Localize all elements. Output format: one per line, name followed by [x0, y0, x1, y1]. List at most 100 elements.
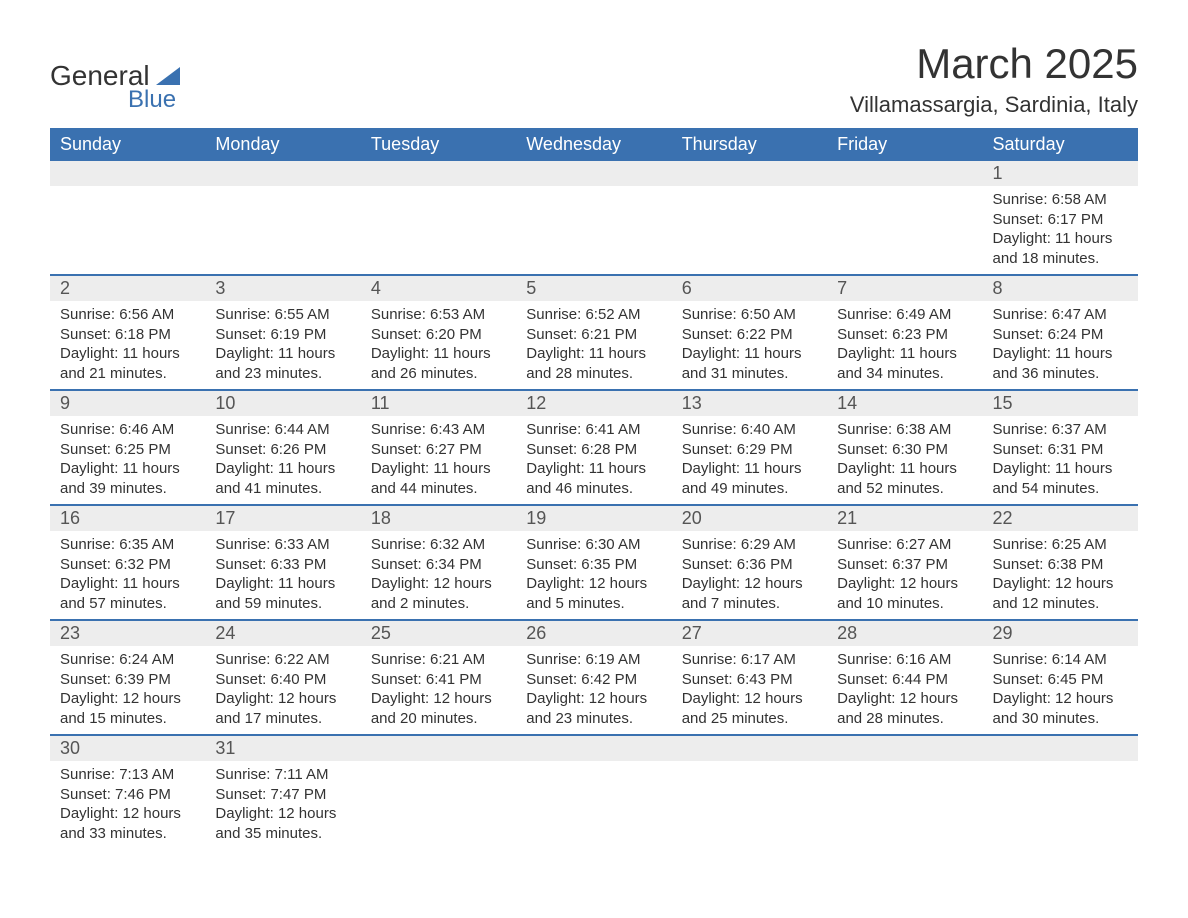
- sunrise-text: Sunrise: 6:46 AM: [60, 420, 195, 440]
- calendar-body: 1Sunrise: 6:58 AMSunset: 6:17 PMDaylight…: [50, 161, 1138, 849]
- day-number: 25: [361, 621, 516, 646]
- calendar-day-cell: [672, 735, 827, 849]
- sunset-text: Sunset: 6:42 PM: [526, 670, 661, 690]
- sunset-text: Sunset: 6:29 PM: [682, 440, 817, 460]
- daylight-text: Daylight: 12 hours: [215, 804, 350, 824]
- logo: General Blue: [50, 60, 180, 114]
- daylight-text-2: and 23 minutes.: [526, 709, 661, 729]
- calendar-day-cell: 25Sunrise: 6:21 AMSunset: 6:41 PMDayligh…: [361, 620, 516, 735]
- daylight-text-2: and 5 minutes.: [526, 594, 661, 614]
- calendar-day-cell: 3Sunrise: 6:55 AMSunset: 6:19 PMDaylight…: [205, 275, 360, 390]
- calendar-day-cell: [361, 735, 516, 849]
- day-content: [516, 186, 671, 256]
- day-number: 18: [361, 506, 516, 531]
- calendar-day-cell: 6Sunrise: 6:50 AMSunset: 6:22 PMDaylight…: [672, 275, 827, 390]
- daylight-text: Daylight: 11 hours: [215, 344, 350, 364]
- day-number: 23: [50, 621, 205, 646]
- day-number: 6: [672, 276, 827, 301]
- daylight-text: Daylight: 11 hours: [682, 344, 817, 364]
- day-number: 22: [983, 506, 1138, 531]
- daylight-text-2: and 39 minutes.: [60, 479, 195, 499]
- day-number: 7: [827, 276, 982, 301]
- header-row: General Blue March 2025 Villamassargia, …: [50, 40, 1138, 118]
- sunset-text: Sunset: 6:26 PM: [215, 440, 350, 460]
- calendar-day-cell: [516, 735, 671, 849]
- calendar-day-cell: 9Sunrise: 6:46 AMSunset: 6:25 PMDaylight…: [50, 390, 205, 505]
- logo-text-blue: Blue: [128, 86, 180, 114]
- weekday-header: Sunday: [50, 128, 205, 161]
- daylight-text: Daylight: 12 hours: [60, 689, 195, 709]
- calendar-day-cell: 2Sunrise: 6:56 AMSunset: 6:18 PMDaylight…: [50, 275, 205, 390]
- calendar-day-cell: 20Sunrise: 6:29 AMSunset: 6:36 PMDayligh…: [672, 505, 827, 620]
- daylight-text-2: and 30 minutes.: [993, 709, 1128, 729]
- day-content: Sunrise: 6:43 AMSunset: 6:27 PMDaylight:…: [361, 416, 516, 504]
- calendar-day-cell: 8Sunrise: 6:47 AMSunset: 6:24 PMDaylight…: [983, 275, 1138, 390]
- daylight-text-2: and 59 minutes.: [215, 594, 350, 614]
- sunset-text: Sunset: 6:43 PM: [682, 670, 817, 690]
- calendar-day-cell: 14Sunrise: 6:38 AMSunset: 6:30 PMDayligh…: [827, 390, 982, 505]
- day-content: Sunrise: 6:46 AMSunset: 6:25 PMDaylight:…: [50, 416, 205, 504]
- calendar-day-cell: [361, 161, 516, 275]
- sunrise-text: Sunrise: 6:43 AM: [371, 420, 506, 440]
- day-content: Sunrise: 7:13 AMSunset: 7:46 PMDaylight:…: [50, 761, 205, 849]
- sunrise-text: Sunrise: 6:30 AM: [526, 535, 661, 555]
- day-content: Sunrise: 6:55 AMSunset: 6:19 PMDaylight:…: [205, 301, 360, 389]
- day-content: Sunrise: 6:44 AMSunset: 6:26 PMDaylight:…: [205, 416, 360, 504]
- sunset-text: Sunset: 6:35 PM: [526, 555, 661, 575]
- day-number: 31: [205, 736, 360, 761]
- calendar-day-cell: [205, 161, 360, 275]
- daylight-text-2: and 36 minutes.: [993, 364, 1128, 384]
- day-content: Sunrise: 6:19 AMSunset: 6:42 PMDaylight:…: [516, 646, 671, 734]
- weekday-header: Saturday: [983, 128, 1138, 161]
- calendar-day-cell: 7Sunrise: 6:49 AMSunset: 6:23 PMDaylight…: [827, 275, 982, 390]
- sunrise-text: Sunrise: 6:52 AM: [526, 305, 661, 325]
- day-number: 28: [827, 621, 982, 646]
- sunrise-text: Sunrise: 6:32 AM: [371, 535, 506, 555]
- daylight-text: Daylight: 12 hours: [526, 574, 661, 594]
- sunrise-text: Sunrise: 6:16 AM: [837, 650, 972, 670]
- daylight-text-2: and 18 minutes.: [993, 249, 1128, 269]
- sunrise-text: Sunrise: 6:41 AM: [526, 420, 661, 440]
- day-number: [205, 161, 360, 186]
- day-number: 9: [50, 391, 205, 416]
- sunset-text: Sunset: 7:47 PM: [215, 785, 350, 805]
- day-content: [827, 761, 982, 831]
- calendar-day-cell: 29Sunrise: 6:14 AMSunset: 6:45 PMDayligh…: [983, 620, 1138, 735]
- day-content: Sunrise: 6:52 AMSunset: 6:21 PMDaylight:…: [516, 301, 671, 389]
- calendar-day-cell: 28Sunrise: 6:16 AMSunset: 6:44 PMDayligh…: [827, 620, 982, 735]
- daylight-text: Daylight: 12 hours: [837, 689, 972, 709]
- calendar-day-cell: 21Sunrise: 6:27 AMSunset: 6:37 PMDayligh…: [827, 505, 982, 620]
- calendar-week-row: 23Sunrise: 6:24 AMSunset: 6:39 PMDayligh…: [50, 620, 1138, 735]
- day-number: 16: [50, 506, 205, 531]
- day-content: Sunrise: 6:47 AMSunset: 6:24 PMDaylight:…: [983, 301, 1138, 389]
- sunrise-text: Sunrise: 6:21 AM: [371, 650, 506, 670]
- daylight-text-2: and 21 minutes.: [60, 364, 195, 384]
- sunrise-text: Sunrise: 6:56 AM: [60, 305, 195, 325]
- weekday-header: Monday: [205, 128, 360, 161]
- daylight-text-2: and 49 minutes.: [682, 479, 817, 499]
- day-number: 24: [205, 621, 360, 646]
- sunrise-text: Sunrise: 6:47 AM: [993, 305, 1128, 325]
- day-content: Sunrise: 6:50 AMSunset: 6:22 PMDaylight:…: [672, 301, 827, 389]
- weekday-header-row: SundayMondayTuesdayWednesdayThursdayFrid…: [50, 128, 1138, 161]
- day-number: 8: [983, 276, 1138, 301]
- day-content: [205, 186, 360, 256]
- daylight-text-2: and 41 minutes.: [215, 479, 350, 499]
- calendar-day-cell: 22Sunrise: 6:25 AMSunset: 6:38 PMDayligh…: [983, 505, 1138, 620]
- calendar-week-row: 30Sunrise: 7:13 AMSunset: 7:46 PMDayligh…: [50, 735, 1138, 849]
- calendar-day-cell: [827, 735, 982, 849]
- sunset-text: Sunset: 6:17 PM: [993, 210, 1128, 230]
- sunrise-text: Sunrise: 6:14 AM: [993, 650, 1128, 670]
- calendar-day-cell: 5Sunrise: 6:52 AMSunset: 6:21 PMDaylight…: [516, 275, 671, 390]
- day-content: Sunrise: 6:21 AMSunset: 6:41 PMDaylight:…: [361, 646, 516, 734]
- day-content: [361, 186, 516, 256]
- sunrise-text: Sunrise: 6:49 AM: [837, 305, 972, 325]
- calendar-day-cell: [827, 161, 982, 275]
- day-content: Sunrise: 6:56 AMSunset: 6:18 PMDaylight:…: [50, 301, 205, 389]
- daylight-text-2: and 20 minutes.: [371, 709, 506, 729]
- daylight-text: Daylight: 11 hours: [526, 344, 661, 364]
- sunrise-text: Sunrise: 6:24 AM: [60, 650, 195, 670]
- calendar-day-cell: 12Sunrise: 6:41 AMSunset: 6:28 PMDayligh…: [516, 390, 671, 505]
- daylight-text-2: and 28 minutes.: [526, 364, 661, 384]
- weekday-header: Thursday: [672, 128, 827, 161]
